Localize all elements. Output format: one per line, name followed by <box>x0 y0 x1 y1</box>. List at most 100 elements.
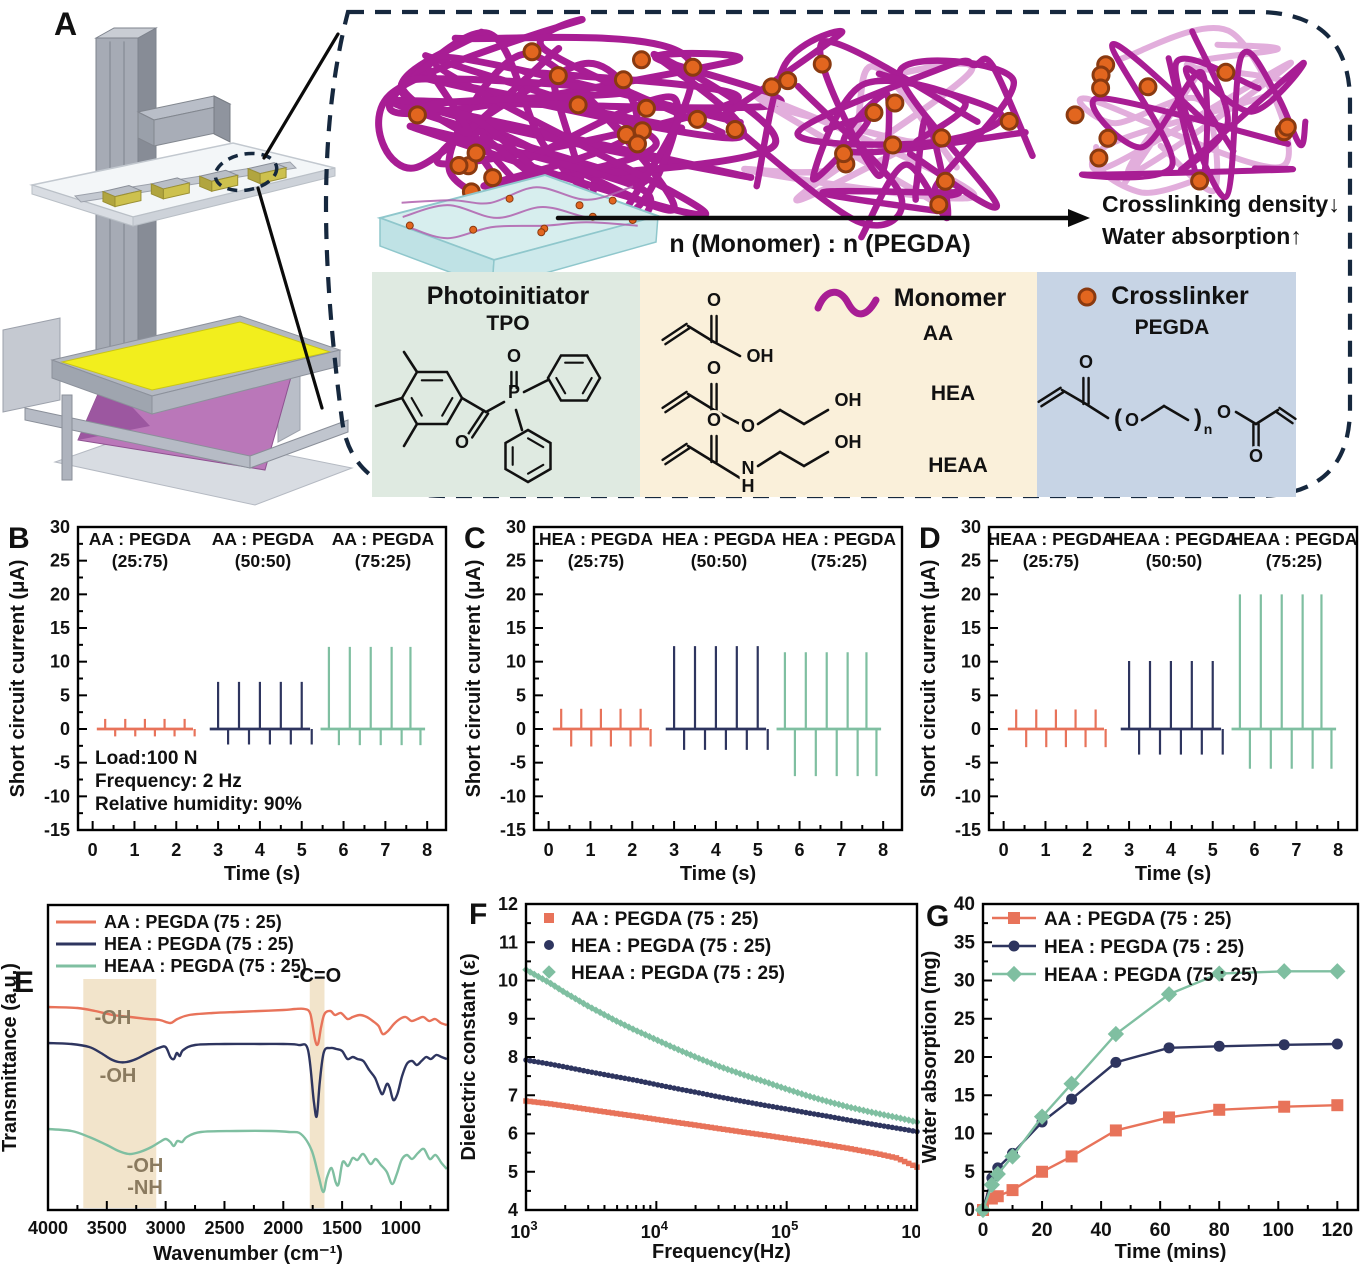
effect-crosslinking-density: Crosslinking density↓ <box>1102 191 1340 217</box>
peak-label: -C=O <box>293 965 341 987</box>
y-tick-label: 11 <box>499 932 518 952</box>
atom-label: O <box>1217 402 1231 422</box>
group-label: HEAA : PEGDA <box>988 529 1115 549</box>
photoinitiator-name: TPO <box>486 312 529 335</box>
monomer-box <box>640 272 1037 497</box>
y-tick-label: 0 <box>516 719 526 739</box>
panel-c-chart: HEA : PEGDA(25:75)HEA : PEGDA(50:50)HEA … <box>463 517 904 884</box>
series-square <box>523 1098 920 1170</box>
plot-frame <box>46 903 450 1212</box>
panel-letter: B <box>8 522 30 555</box>
group-label: HEA : PEGDA <box>782 529 896 549</box>
x-axis-label: Time (s) <box>1135 863 1211 884</box>
crosslinker-dot <box>834 144 854 164</box>
polymer-network <box>1065 25 1309 201</box>
crosslinker-dot <box>627 134 647 154</box>
paren-label: ) <box>1194 405 1202 432</box>
x-tick-label: 60 <box>1150 1220 1171 1241</box>
paren-label: ( <box>1114 405 1122 432</box>
y-axis-label: Water absorption (mg) <box>920 951 941 1164</box>
series-(50:50) <box>209 681 313 745</box>
crosslinker-title: Crosslinker <box>1111 282 1249 310</box>
y-tick-label: -5 <box>510 753 526 773</box>
group-label: AA : PEGDA <box>89 529 192 549</box>
atom-label: P <box>508 382 520 402</box>
band-label: -OH <box>127 1155 164 1177</box>
x-tick-label: 3 <box>669 840 679 860</box>
subscript-n-label: n <box>1204 421 1213 437</box>
x-tick-label: 6 <box>1250 840 1260 860</box>
effect-water-absorption: Water absorption↑ <box>1102 223 1302 249</box>
x-tick-label: 1000 <box>381 1218 421 1238</box>
legend-label: HEAA : PEGDA (75 : 25) <box>571 963 785 984</box>
atom-label: O <box>507 346 521 366</box>
crosslinker-dot <box>449 155 469 175</box>
y-tick-label: 25 <box>961 551 981 571</box>
crosslinker-dot <box>631 50 651 70</box>
series-(75:25) <box>776 652 882 777</box>
x-tick-label: 2 <box>171 840 181 860</box>
x-tick-label: 3500 <box>87 1218 127 1238</box>
y-tick-label: 6 <box>508 1124 518 1144</box>
panel-letter: F <box>469 898 487 931</box>
atom-label: O <box>1249 446 1263 466</box>
y-tick-label: 40 <box>954 894 975 915</box>
y-tick-label: -15 <box>44 820 70 840</box>
panel-letter: E <box>14 966 34 999</box>
y-tick-label: 0 <box>60 719 70 739</box>
x-tick-label: 0 <box>88 840 98 860</box>
x-tick-label: 5 <box>753 840 763 860</box>
y-tick-label: -5 <box>965 753 981 773</box>
x-axis-label: Time (s) <box>224 863 300 884</box>
highlight-band <box>83 979 157 1208</box>
x-tick-label: 2 <box>1082 840 1092 860</box>
y-tick-label: 10 <box>954 1124 975 1145</box>
legend-label: HEAA : PEGDA (75 : 25) <box>1044 965 1258 986</box>
x-tick-label: 2000 <box>263 1218 303 1238</box>
series-(75:25) <box>1231 594 1337 769</box>
x-tick-label: 8 <box>878 840 888 860</box>
y-tick-label: 0 <box>964 1200 975 1221</box>
y-tick-label: 30 <box>954 971 975 992</box>
group-ratio-label: (25:75) <box>568 551 624 571</box>
series-diamond <box>522 966 920 1126</box>
group-ratio-label: (75:25) <box>1266 551 1322 571</box>
series-(50:50) <box>665 646 769 750</box>
x-tick-label: 1 <box>129 840 139 860</box>
x-tick-label: 20 <box>1031 1220 1052 1241</box>
photoinitiator-title: Photoinitiator <box>427 282 590 310</box>
atom-label: O <box>455 432 469 452</box>
y-tick-label: 10 <box>498 971 518 991</box>
monomer-title: Monomer <box>894 284 1007 312</box>
series-(25:75) <box>1007 709 1107 748</box>
group-ratio-label: (50:50) <box>235 551 291 571</box>
group-label: HEA : PEGDA <box>662 529 776 549</box>
x-tick-label: 8 <box>422 840 432 860</box>
x-tick-label: 6 <box>795 840 805 860</box>
panel-f-chart: 4 5 6 7 8 9 10 11 12 103 104 105 106 AA : PEGDA (75 :… <box>458 894 920 1263</box>
series-(75:25) <box>320 646 426 746</box>
x-tick-label: 105 <box>771 1218 798 1242</box>
ftir-curve <box>47 1005 448 1047</box>
y-axis-label: Short circuit current (μA) <box>463 560 485 798</box>
x-tick-label: 0 <box>978 1220 989 1241</box>
y-tick-label: 12 <box>498 894 518 914</box>
y-tick-label: 35 <box>954 932 976 953</box>
y-tick-label: 4 <box>508 1200 518 1220</box>
x-axis-label: Wavenumber (cm⁻¹) <box>153 1243 343 1265</box>
y-tick-label: 5 <box>971 685 981 705</box>
x-tick-label: 6 <box>339 840 349 860</box>
y-tick-label: 9 <box>508 1009 518 1029</box>
crosslinker-dot <box>407 105 427 125</box>
panel-a-letter: A <box>54 6 78 42</box>
atom-label: N <box>742 458 755 478</box>
panel-b-chart: AA : PEGDA(25:75)AA : PEGDA(50:50)AA : P… <box>7 517 448 884</box>
group-ratio-label: (50:50) <box>1146 551 1202 571</box>
y-tick-label: -10 <box>955 786 981 806</box>
panel-d-chart: HEAA : PEGDA(25:75)HEAA : PEGDA(50:50)HE… <box>918 517 1359 884</box>
arrow-label: n (Monomer) : n (PEGDA) <box>669 230 970 258</box>
y-tick-label: 25 <box>50 551 70 571</box>
crosslinker-dot-icon <box>1077 287 1097 307</box>
panel-g-chart: 0 5 10 15 20 25 30 35 40 0 20 40 60 80 100 120 AA : PEGD… <box>920 894 1360 1263</box>
panel-letter: D <box>919 522 941 555</box>
